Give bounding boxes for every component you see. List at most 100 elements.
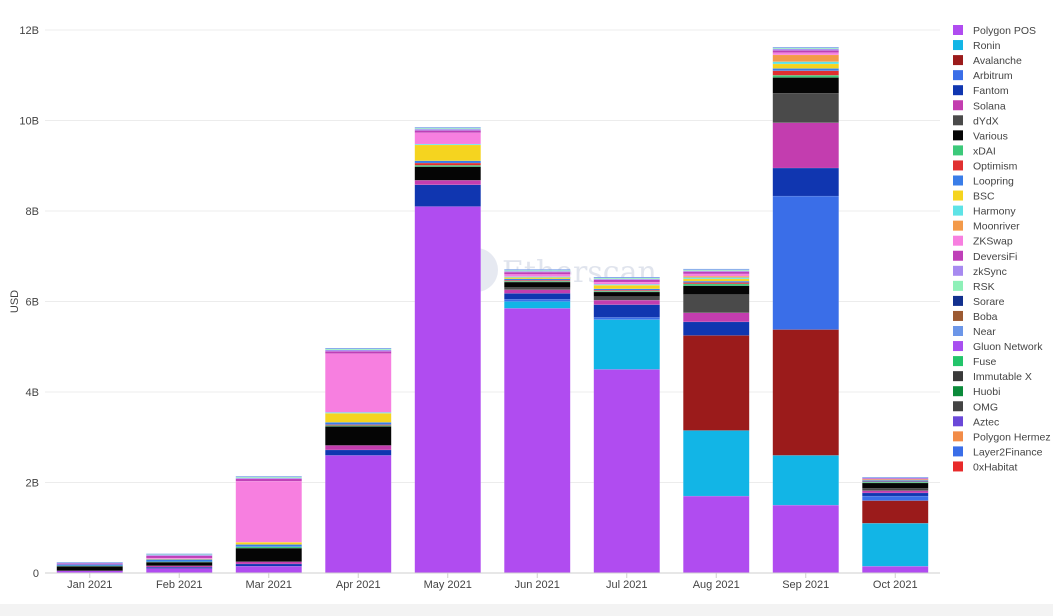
legend: Polygon POS Ronin Avalanche Arbitrum Fantom S… [953,25,1051,473]
legend-swatch [953,310,963,321]
legend-label: Loopring [973,176,1014,188]
bar-segment-polygon-pos [325,455,392,574]
bar-segment-near [56,562,123,564]
bar-segment-solana [862,490,929,494]
bar-segment-fantom [593,304,660,318]
y-tick-label: 6B [26,297,39,309]
legend-swatch [953,461,963,472]
bar-segment-bsc [325,413,392,423]
legend-label: Layer2Finance [973,446,1043,458]
bar-segment-dydx [862,488,929,491]
bar-segment-various [235,547,302,562]
bar-segment-near [593,276,660,279]
bar-segment-arbitrum [772,195,839,330]
bar-segment-moonriver [683,275,750,278]
y-axis-title: USD [9,290,21,313]
bar-segment-polygon-pos [862,566,929,574]
bar-segment-polygon-pos [146,568,213,574]
bar-segment-loopring [235,544,302,547]
y-tick-label: 8B [26,206,39,218]
bar-segment-various [325,426,392,446]
legend-swatch [953,70,963,81]
bar-segment-polygon-pos [414,206,481,574]
legend-label: Polygon Hermez [973,431,1051,443]
legend-swatch [953,175,963,186]
bar-segment-loopring [683,280,750,283]
legend-label: Fuse [973,356,997,368]
bar-segment-ronin [683,430,750,497]
bar-segment-zkswap [325,353,392,413]
legend-swatch [953,160,963,171]
bar-segment-ronin [772,455,839,506]
legend-swatch [953,25,963,35]
bar-segment-loopring [146,559,213,562]
legend-label: Gluon Network [973,341,1043,353]
bar-segment-loopring [504,278,571,281]
legend-label: Near [973,326,996,338]
legend-swatch [953,145,963,156]
bar-segment-fantom [146,566,213,569]
legend-label: 0xHabitat [973,461,1017,473]
bar-segment-near [772,46,839,49]
y-tick-label: 2B [26,478,39,490]
legend-swatch [953,190,963,201]
legend-label: DeversiFi [973,251,1017,263]
legend-label: Sorare [973,296,1005,308]
bar-segment-ronin [504,301,571,309]
bar-segment-loopring [772,68,839,71]
bar-segment-deversifi [772,50,839,53]
bar-segment-zkswap [504,274,571,277]
bar-segment-loopring [862,480,929,482]
bar-segment-zkswap [414,132,481,145]
legend-swatch [953,115,963,126]
bar-segment-various [414,166,481,181]
bar-segment-xdai [414,165,481,167]
bar-segment-bsc [235,542,302,545]
bar-segment-loopring [414,160,481,164]
bar-segment-moonriver [772,54,839,62]
legend-label: Boba [973,311,998,323]
bar-segment-polygon-pos [593,369,660,574]
bar-segment-deversifi [414,130,481,133]
legend-label: Huobi [973,386,1000,398]
bar-segment-zkswap [772,52,839,56]
bar-segment-various [683,285,750,295]
bar-segment-fantom [862,492,929,497]
y-tick-label: 10B [19,116,39,128]
bar-segment-harmony [683,277,750,280]
legend-swatch [953,250,963,261]
bottom-strip [0,604,1053,616]
legend-swatch [953,356,963,367]
legend-swatch [953,431,963,442]
bar-segment-near [414,127,481,129]
bar-segment-zksync [414,128,481,131]
bar-segment-optimism [414,162,481,166]
bar-segment-fantom [414,184,481,207]
bars [56,46,929,574]
bar-segment-zkswap [235,480,302,543]
bar-segment-fantom [325,449,392,456]
x-tick-label: May 2021 [424,579,472,591]
legend-label: Aztec [973,416,999,428]
bar-segment-optimism [772,70,839,76]
legend-label: Solana [973,100,1006,112]
legend-label: zkSync [973,266,1007,278]
bar-segment-polygon-pos [772,504,839,574]
bar-segment-xdai [235,546,302,549]
bar-segment-avalanche [862,500,929,524]
bar-segment-bsc [414,144,481,161]
bar-segment-solana [772,122,839,169]
bar-segment-deversifi [593,279,660,283]
legend-label: Avalanche [973,55,1022,67]
x-tick-label: Feb 2021 [156,579,202,591]
bar-segment-various [862,482,929,489]
bar-segment-solana [146,565,213,568]
legend-swatch [953,55,963,66]
bar-segment-dydx [504,287,571,290]
legend-swatch [953,130,963,141]
bar-segment-near [146,553,213,555]
legend-swatch [953,401,963,412]
bar-segment-loopring [56,564,123,566]
bar-segment-deversifi [146,555,213,559]
x-tick-label: Mar 2021 [246,579,292,591]
